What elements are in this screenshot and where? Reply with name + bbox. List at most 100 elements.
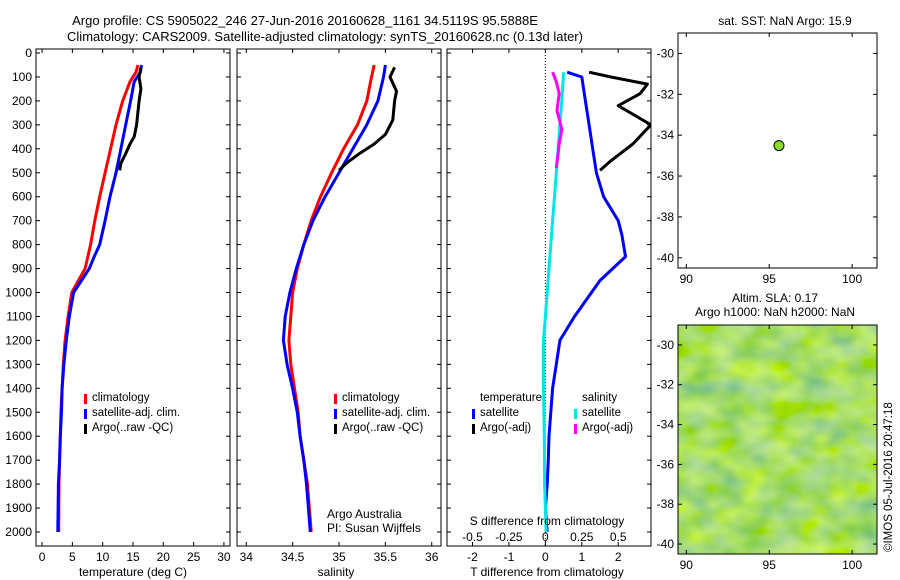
legend-argo: Argo(..raw -QC): [92, 422, 174, 434]
diff-top-tick-label: -0.5: [462, 530, 483, 544]
temp-xlabel: temperature (deg C): [78, 565, 188, 579]
map2-xtick-label: 95: [763, 558, 777, 572]
legend-t-satellite: satellite: [480, 407, 519, 419]
diff-series-temperature-satellite: [543, 70, 627, 533]
legend-s-satellite: satellite: [582, 407, 621, 419]
header-line-1: Argo profile: CS 5905022_246 27-Jun-2016…: [72, 13, 538, 28]
depth-tick-label: 2000: [5, 525, 32, 539]
sal-xtick-label: 35: [332, 550, 346, 564]
temp-series-climatology: [57, 64, 140, 533]
sal-note-1: Argo Australia: [327, 507, 402, 521]
sla-heatmap: [678, 325, 877, 554]
diff-xtick-label: 2: [615, 550, 622, 564]
sal-frame: [236, 48, 442, 547]
temp-xtick-label: 0: [39, 550, 46, 564]
depth-tick-label: 1700: [5, 453, 32, 467]
header-line-2: Climatology: CARS2009. Satellite-adjuste…: [67, 29, 583, 44]
depth-tick-label: 300: [12, 118, 32, 132]
depth-tick-label: 1900: [5, 501, 32, 515]
sal-xlabel: salinity: [317, 565, 355, 579]
map2-ytick-label: -38: [657, 497, 675, 511]
credit-label: ©IMOS 05-Jul-2016 20:47:18: [883, 402, 895, 552]
map2-xtick-label: 90: [680, 558, 694, 572]
depth-tick-label: 800: [12, 238, 32, 252]
map2-ytick-label: -40: [657, 537, 675, 551]
sal-legend: climatology satellite-adj. clim. Argo(..…: [334, 391, 430, 436]
map2-ytick-label: -36: [657, 457, 675, 471]
map1-ytick-label: -30: [657, 46, 675, 60]
map1-xtick-label: 90: [680, 272, 694, 286]
argo-location-marker: [773, 140, 785, 152]
map1-ytick-label: -32: [657, 87, 675, 101]
temp-frame: [35, 48, 231, 547]
legend-s-argo: Argo(-adj): [582, 422, 634, 434]
diff-xtick-label: -1: [504, 550, 515, 564]
sal-series-satellite-adj-clim-: [281, 64, 387, 533]
map1-xtick-label: 100: [842, 272, 862, 286]
sal-xtick-label: 34: [240, 550, 254, 564]
temp-xtick-label: 20: [157, 550, 171, 564]
depth-tick-label: 1100: [6, 309, 32, 323]
depth-tick-label: 1000: [5, 286, 32, 300]
diff-xlabel: T difference from climatology: [470, 565, 624, 579]
temp-xtick-label: 15: [126, 550, 140, 564]
depth-tick-label: 1500: [5, 405, 32, 419]
diff-top-tick-label: 0.25: [570, 530, 594, 544]
sal-series-argo-raw-qc-: [337, 66, 398, 172]
diff-xtick-label: 0: [542, 550, 549, 564]
sal-xtick-label: 34.5: [281, 550, 305, 564]
diff-top-xlabel: S difference from climatology: [469, 514, 625, 528]
depth-tick-label: 900: [12, 262, 32, 276]
temp-xtick-label: 10: [96, 550, 110, 564]
depth-tick-label: 1600: [5, 429, 32, 443]
sal-note-2: PI: Susan Wijffels: [327, 521, 421, 535]
map1-ytick-label: -34: [657, 128, 675, 142]
sal-xtick-label: 36: [425, 550, 439, 564]
diff-xtick-label: 1: [578, 550, 585, 564]
map1-ytick-label: -38: [657, 210, 675, 224]
diff-frame: [446, 48, 652, 547]
map2-ytick-label: -30: [657, 338, 675, 352]
temp-xtick-label: 30: [217, 550, 231, 564]
diff-series-temperature-argo-adj-: [588, 70, 651, 172]
legend-t-argo: Argo(-adj): [480, 422, 532, 434]
temp-legend: climatology satellite-adj. clim. Argo(..…: [84, 391, 180, 436]
diff-legend-temperature: temperature satellite Argo(-adj): [472, 391, 542, 436]
map2-ytick-label: -34: [657, 418, 675, 432]
diff-xtick-label: -2: [467, 550, 478, 564]
depth-tick-label: 1400: [5, 381, 32, 395]
depth-tick-label: 1300: [5, 357, 32, 371]
map2-title-1: Altim. SLA: 0.17: [731, 291, 819, 305]
map2-frame: [677, 324, 878, 555]
map1-ytick-label: -36: [657, 169, 675, 183]
legend-satellite: satellite-adj. clim.: [342, 407, 431, 419]
temp-xtick-label: 5: [69, 550, 76, 564]
map1-title: sat. SST: NaN Argo: 15.9: [718, 14, 852, 28]
depth-tick-label: 700: [12, 214, 32, 228]
depth-tick-label: 600: [12, 190, 32, 204]
map2-xtick-label: 100: [842, 558, 862, 572]
diff-top-tick-label: 0: [542, 530, 549, 544]
legend-climatology: climatology: [92, 392, 150, 404]
depth-tick-label: 1800: [5, 477, 32, 491]
depth-tick-label: 0: [25, 46, 32, 60]
diff-top-tick-label: 0.5: [610, 530, 627, 544]
legend-temperature-head: temperature: [480, 392, 543, 404]
legend-salinity-head: salinity: [582, 392, 618, 404]
temp-series-argo-raw-qc-: [118, 67, 143, 171]
sal-xtick-label: 35.5: [374, 550, 398, 564]
map2-title-2: Argo h1000: NaN h2000: NaN: [694, 305, 856, 319]
legend-argo: Argo(..raw -QC): [342, 422, 424, 434]
depth-tick-label: 100: [12, 70, 32, 84]
depth-tick-label: 400: [12, 142, 32, 156]
depth-tick-label: 500: [12, 166, 32, 180]
legend-climatology: climatology: [342, 392, 400, 404]
legend-satellite: satellite-adj. clim.: [92, 407, 181, 419]
map1-ytick-label: -40: [657, 251, 675, 265]
map2-ytick-label: -32: [657, 378, 675, 392]
map1-xtick-label: 95: [763, 272, 777, 286]
temp-series-satellite-adj-clim-: [56, 64, 143, 533]
temp-xtick-label: 25: [187, 550, 201, 564]
depth-tick-label: 1200: [5, 333, 32, 347]
